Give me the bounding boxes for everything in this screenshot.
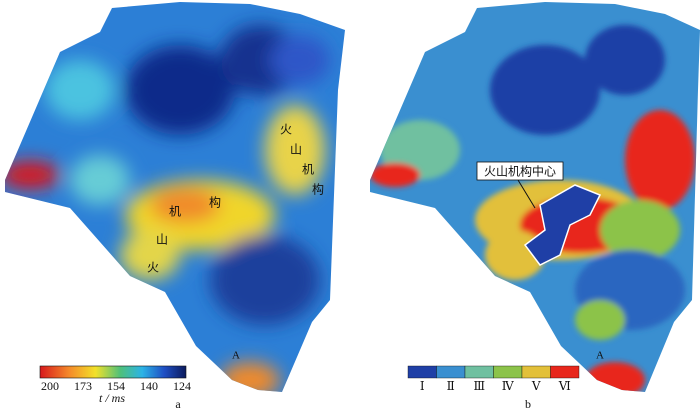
legend-swatch (407, 365, 437, 379)
annotation-char: 火 (280, 123, 292, 137)
marker: A (596, 350, 604, 362)
colorbar-tick-label: 154 (107, 379, 125, 393)
annotation-char: 构 (312, 182, 324, 197)
panel-label: a (175, 397, 181, 411)
legend-label: Ⅰ (420, 379, 425, 393)
marker: A (232, 350, 240, 362)
map-b (370, 2, 700, 392)
annotation-char: 构 (209, 195, 221, 210)
annotation-char: 火 (147, 261, 159, 275)
legend-label: Ⅲ (473, 379, 485, 393)
legend-swatch (464, 365, 494, 379)
annotation-char: 山 (290, 143, 302, 157)
map-a (5, 2, 345, 392)
legend-label: Ⅵ (558, 379, 571, 393)
colorbar-ticks: 200 173 154 140 124 (41, 379, 191, 393)
legend-label: Ⅴ (531, 379, 541, 393)
callout: 火山机构中心 (484, 164, 556, 179)
legend-swatch (550, 365, 580, 379)
colorbar-tick-label: 200 (41, 379, 59, 393)
legend-swatch (493, 365, 523, 379)
annotation-char: 机 (302, 163, 314, 177)
colorbar-unit: t / ms (99, 391, 125, 405)
panel-label: b (525, 397, 531, 411)
colorbar-tick-label: 124 (173, 379, 191, 393)
colorbar-tick-label: 173 (74, 379, 92, 393)
legend-label: Ⅳ (502, 379, 515, 393)
callout-box (476, 161, 564, 181)
legend-swatch (521, 365, 551, 379)
colorbar-tick-label: 140 (140, 379, 158, 393)
callout-line (517, 179, 536, 209)
legend-label: Ⅱ (447, 379, 455, 393)
colorbar (39, 365, 187, 379)
legend: Ⅰ Ⅱ Ⅲ Ⅳ Ⅴ Ⅵ (407, 365, 580, 393)
legend-swatch (436, 365, 466, 379)
annotation-char: 山 (156, 233, 168, 247)
annotation-char: 机 (169, 205, 181, 219)
center-zone (523, 184, 602, 266)
